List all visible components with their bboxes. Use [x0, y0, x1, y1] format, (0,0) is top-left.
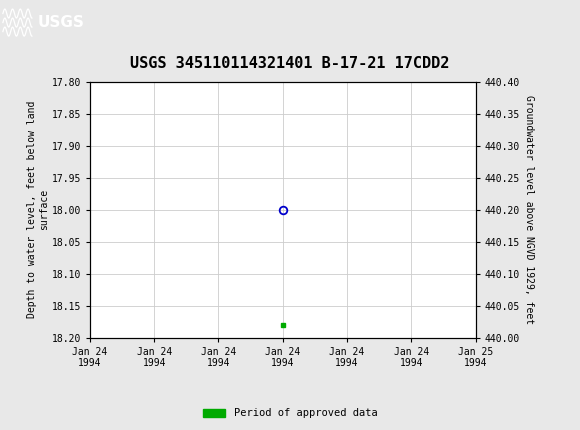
Text: USGS: USGS	[38, 15, 85, 30]
Y-axis label: Groundwater level above NGVD 1929, feet: Groundwater level above NGVD 1929, feet	[524, 95, 534, 324]
Text: USGS 345110114321401 B-17-21 17CDD2: USGS 345110114321401 B-17-21 17CDD2	[130, 56, 450, 71]
Legend: Period of approved data: Period of approved data	[198, 404, 382, 423]
Y-axis label: Depth to water level, feet below land
surface: Depth to water level, feet below land su…	[27, 101, 49, 318]
